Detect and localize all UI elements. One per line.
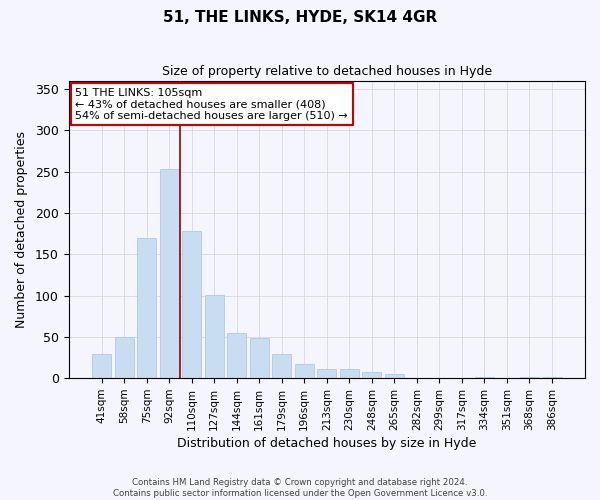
- Bar: [227, 332, 246, 378]
- Bar: [272, 354, 292, 378]
- Bar: [137, 238, 156, 378]
- Bar: [115, 337, 134, 378]
- X-axis label: Distribution of detached houses by size in Hyde: Distribution of detached houses by size …: [177, 437, 476, 450]
- Bar: [520, 376, 539, 378]
- Bar: [475, 376, 494, 378]
- Bar: [92, 354, 111, 378]
- Bar: [250, 338, 269, 378]
- Bar: [295, 364, 314, 378]
- Text: Contains HM Land Registry data © Crown copyright and database right 2024.
Contai: Contains HM Land Registry data © Crown c…: [113, 478, 487, 498]
- Bar: [362, 372, 382, 378]
- Bar: [160, 169, 179, 378]
- Text: 51, THE LINKS, HYDE, SK14 4GR: 51, THE LINKS, HYDE, SK14 4GR: [163, 10, 437, 25]
- Bar: [182, 231, 201, 378]
- Text: 51 THE LINKS: 105sqm
← 43% of detached houses are smaller (408)
54% of semi-deta: 51 THE LINKS: 105sqm ← 43% of detached h…: [76, 88, 348, 120]
- Title: Size of property relative to detached houses in Hyde: Size of property relative to detached ho…: [162, 65, 492, 78]
- Bar: [205, 294, 224, 378]
- Y-axis label: Number of detached properties: Number of detached properties: [15, 131, 28, 328]
- Bar: [340, 369, 359, 378]
- Bar: [385, 374, 404, 378]
- Bar: [317, 369, 337, 378]
